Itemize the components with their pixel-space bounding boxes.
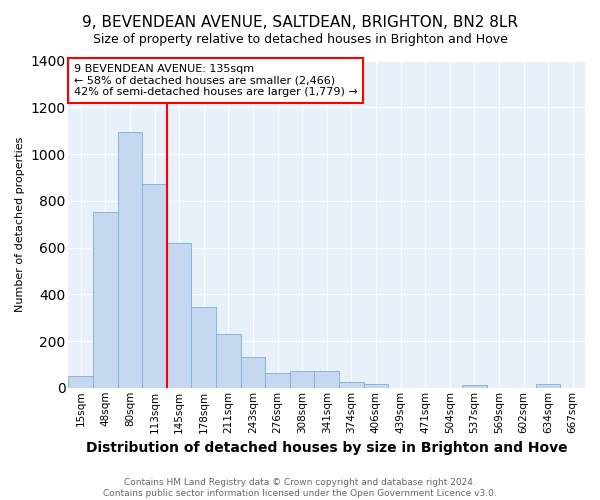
Text: 9 BEVENDEAN AVENUE: 135sqm
← 58% of detached houses are smaller (2,466)
42% of s: 9 BEVENDEAN AVENUE: 135sqm ← 58% of deta… <box>74 64 358 97</box>
Bar <box>68 376 93 388</box>
Bar <box>142 184 167 388</box>
Bar <box>118 132 142 388</box>
Bar <box>93 212 118 388</box>
Bar <box>191 307 216 388</box>
Text: Size of property relative to detached houses in Brighton and Hove: Size of property relative to detached ho… <box>92 32 508 46</box>
Bar <box>216 334 241 388</box>
Bar <box>265 373 290 388</box>
Bar <box>241 357 265 388</box>
Y-axis label: Number of detached properties: Number of detached properties <box>15 136 25 312</box>
Text: Contains HM Land Registry data © Crown copyright and database right 2024.
Contai: Contains HM Land Registry data © Crown c… <box>103 478 497 498</box>
Bar <box>536 384 560 388</box>
Bar <box>462 386 487 388</box>
Bar <box>339 382 364 388</box>
Bar <box>364 384 388 388</box>
Bar <box>290 372 314 388</box>
Bar <box>167 243 191 388</box>
Bar <box>314 372 339 388</box>
X-axis label: Distribution of detached houses by size in Brighton and Hove: Distribution of detached houses by size … <box>86 441 568 455</box>
Text: 9, BEVENDEAN AVENUE, SALTDEAN, BRIGHTON, BN2 8LR: 9, BEVENDEAN AVENUE, SALTDEAN, BRIGHTON,… <box>82 15 518 30</box>
